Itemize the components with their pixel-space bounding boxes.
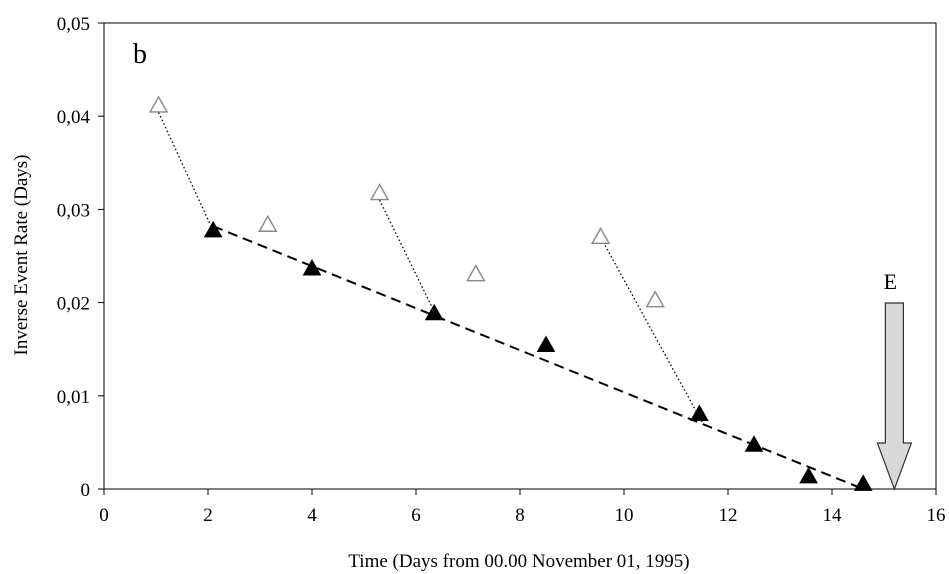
filled-triangle-point	[424, 303, 444, 321]
event-arrow	[876, 302, 913, 491]
x-tick-label: 0	[99, 505, 109, 526]
annotation-layer: E	[876, 269, 913, 491]
y-tick-label: 0	[81, 480, 91, 501]
filled-triangle-point	[799, 466, 818, 484]
y-axis-title: Inverse Event Rate (Days)	[11, 154, 32, 355]
filled-triangle-point	[302, 259, 322, 276]
filled-triangle-point	[744, 435, 764, 452]
axes: 0 2 4 6 8 10 12 14 16 0 0,01 0,02 0,03 0,04 0,05	[57, 14, 946, 526]
filled-triangle-point	[690, 404, 709, 421]
open-triangle-point	[369, 183, 390, 201]
x-tick-label: 6	[411, 505, 421, 526]
x-tick-label: 8	[515, 505, 525, 526]
x-tick-label: 12	[719, 505, 738, 526]
open-triangle-point	[258, 214, 278, 232]
dotted-connector-line	[379, 199, 433, 307]
y-tick-label: 0,03	[57, 200, 90, 221]
filled-triangle-point	[536, 335, 556, 352]
filled-triangle-point	[203, 220, 223, 238]
trend-layer	[158, 112, 864, 490]
dotted-connector-line	[158, 112, 212, 226]
x-tick-label: 14	[823, 505, 843, 526]
filled-triangle-point	[853, 474, 873, 491]
y-tick-label: 0,01	[57, 387, 90, 408]
x-tick-label: 10	[615, 505, 634, 526]
x-tick-label: 16	[927, 505, 946, 526]
marks	[148, 95, 873, 491]
event-label: E	[884, 269, 897, 294]
plot-frame	[103, 22, 937, 490]
y-tick-label: 0,05	[57, 14, 90, 35]
open-triangle-point	[148, 95, 169, 113]
dotted-connector-line	[602, 241, 703, 423]
x-tick-label: 4	[307, 505, 317, 526]
open-triangle-point	[645, 290, 665, 308]
open-triangle-point	[466, 264, 486, 282]
open-triangle-point	[590, 226, 611, 245]
y-tick-label: 0,04	[57, 107, 91, 128]
panel-label: b	[133, 39, 147, 70]
x-tick-label: 2	[203, 505, 213, 526]
x-axis-title: Time (Days from 00.00 November 01, 1995)	[348, 551, 689, 572]
y-tick-label: 0,02	[57, 294, 90, 315]
